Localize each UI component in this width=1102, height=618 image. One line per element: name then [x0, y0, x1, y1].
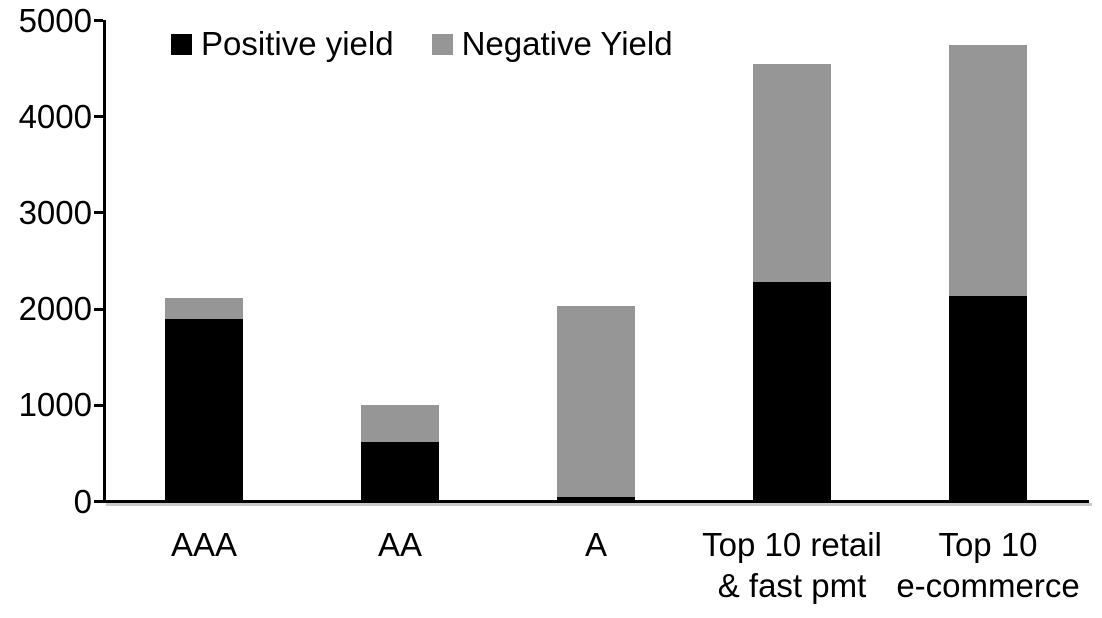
positive-yield-swatch-icon: [171, 33, 192, 55]
legend-label-negative-yield: Negative Yield: [461, 25, 673, 62]
x-axis-shadow-line: [106, 503, 1092, 506]
bar-segment-positive-yield-4: [753, 282, 831, 502]
x-axis-line: [103, 500, 1089, 503]
bar-segment-positive-yield-1: [165, 318, 243, 502]
bar-segment-negative-yield-2: [361, 405, 439, 442]
y-tick-mark-4000: [94, 115, 103, 119]
x-category-label-1: AAA: [170, 526, 238, 563]
x-category-label-3: A: [584, 526, 607, 563]
y-tick-mark-2000: [94, 307, 103, 311]
y-tick-label-4000: 4000: [18, 97, 92, 135]
y-tick-mark-5000: [94, 19, 103, 22]
negative-yield-swatch-icon: [431, 33, 453, 55]
y-tick-label-5000: 5000: [18, 1, 92, 39]
bar-segment-negative-yield-5: [949, 44, 1027, 296]
bar-segment-negative-yield-1: [165, 297, 243, 319]
y-tick-label-1000: 1000: [18, 386, 92, 424]
x-category-label-2: AA: [377, 526, 423, 563]
x-category-label-4: Top 10 retail & fast pmt: [702, 526, 882, 604]
legend-entry-positive-yield: Positive yield: [171, 24, 394, 64]
y-axis-line: [103, 20, 106, 503]
bar-segment-positive-yield-2: [361, 441, 439, 502]
bar-segment-negative-yield-3: [557, 306, 635, 497]
y-tick-label-2000: 2000: [18, 290, 92, 328]
bar-segment-positive-yield-3: [557, 496, 635, 502]
y-tick-mark-3000: [94, 211, 103, 215]
y-tick-mark-0: [94, 500, 103, 503]
y-tick-label-0: 0: [73, 482, 92, 520]
legend-label-positive-yield: Positive yield: [201, 25, 394, 62]
legend: Positive yield Negative Yield: [171, 24, 673, 64]
legend-entry-negative-yield: Negative Yield: [431, 24, 673, 64]
x-category-label-5: Top 10 e-commerce: [896, 526, 1080, 604]
bar-segment-positive-yield-5: [949, 295, 1027, 502]
y-tick-mark-1000: [94, 403, 103, 407]
bar-segment-negative-yield-4: [753, 63, 831, 283]
y-tick-label-3000: 3000: [18, 193, 92, 231]
